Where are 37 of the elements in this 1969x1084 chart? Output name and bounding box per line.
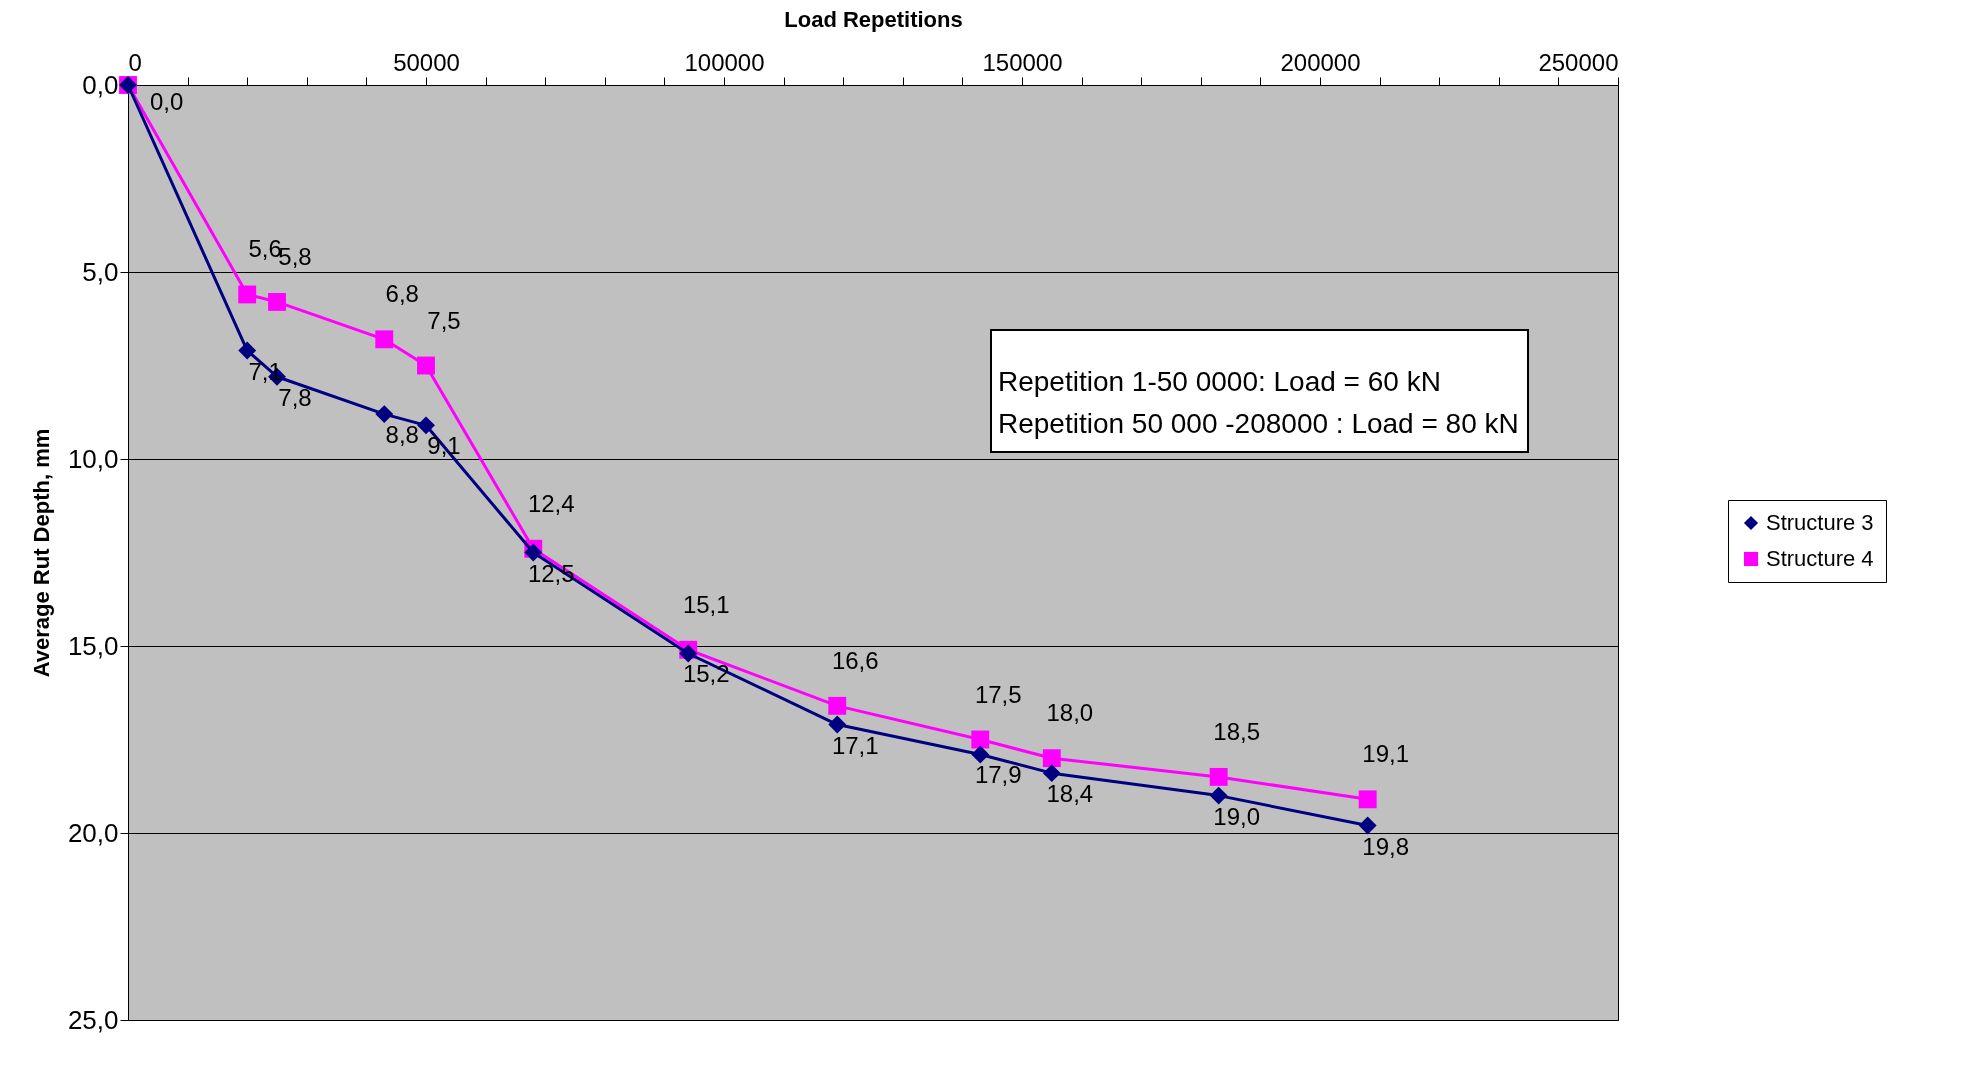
data-label: 8,8 xyxy=(385,421,419,449)
x-tick-label: 100000 xyxy=(684,48,765,76)
data-label: 17,1 xyxy=(831,731,879,759)
y-tick-label: 5,0 xyxy=(82,256,119,287)
data-label: 19,8 xyxy=(1362,832,1410,860)
data-label: 7,5 xyxy=(427,306,461,334)
y-tick-label: 25,0 xyxy=(67,1004,119,1035)
data-label: 17,5 xyxy=(974,680,1022,708)
y-axis-title: Average Rut Depth, mm xyxy=(28,428,54,678)
x-tick-label: 0 xyxy=(128,48,142,76)
y-tick-label: 20,0 xyxy=(67,817,119,848)
data-label: 12,4 xyxy=(527,489,575,517)
legend-label: Structure 3 xyxy=(1766,510,1874,535)
data-label: 18,4 xyxy=(1046,780,1094,808)
data-label: 19,1 xyxy=(1362,740,1410,768)
x-axis-title: Load Repetitions xyxy=(784,6,963,32)
note-box: Repetition 1-50 0000: Load = 60 kN Repetition 50 000 -208000 : Load = 80 kN xyxy=(990,329,1529,453)
data-label: 6,8 xyxy=(385,280,419,308)
data-label: 17,9 xyxy=(974,761,1022,789)
legend-label: Structure 4 xyxy=(1766,546,1874,571)
data-label: 15,2 xyxy=(682,660,730,688)
data-label: 0,0 xyxy=(150,88,184,115)
y-tick-label: 10,0 xyxy=(67,443,119,474)
data-label: 19,0 xyxy=(1213,802,1261,830)
x-tick-label: 250000 xyxy=(1538,48,1619,76)
data-label: 16,6 xyxy=(831,646,879,674)
data-label: 18,0 xyxy=(1046,699,1094,727)
annotation: Repetition 1-50 0000: Load = 60 kN xyxy=(998,365,1442,399)
data-label: 18,5 xyxy=(1213,717,1261,745)
data-label: 15,1 xyxy=(682,590,730,618)
x-tick-label: 200000 xyxy=(1280,48,1361,76)
data-label: 7,8 xyxy=(278,383,312,411)
y-tick-label: 15,0 xyxy=(67,630,119,661)
x-tick-label: 150000 xyxy=(982,48,1063,76)
y-tick-label: 0,0 xyxy=(82,69,119,100)
annotation: Repetition 50 000 -208000 : Load = 80 kN xyxy=(998,407,1519,441)
x-tick-label: 50000 xyxy=(393,48,460,76)
